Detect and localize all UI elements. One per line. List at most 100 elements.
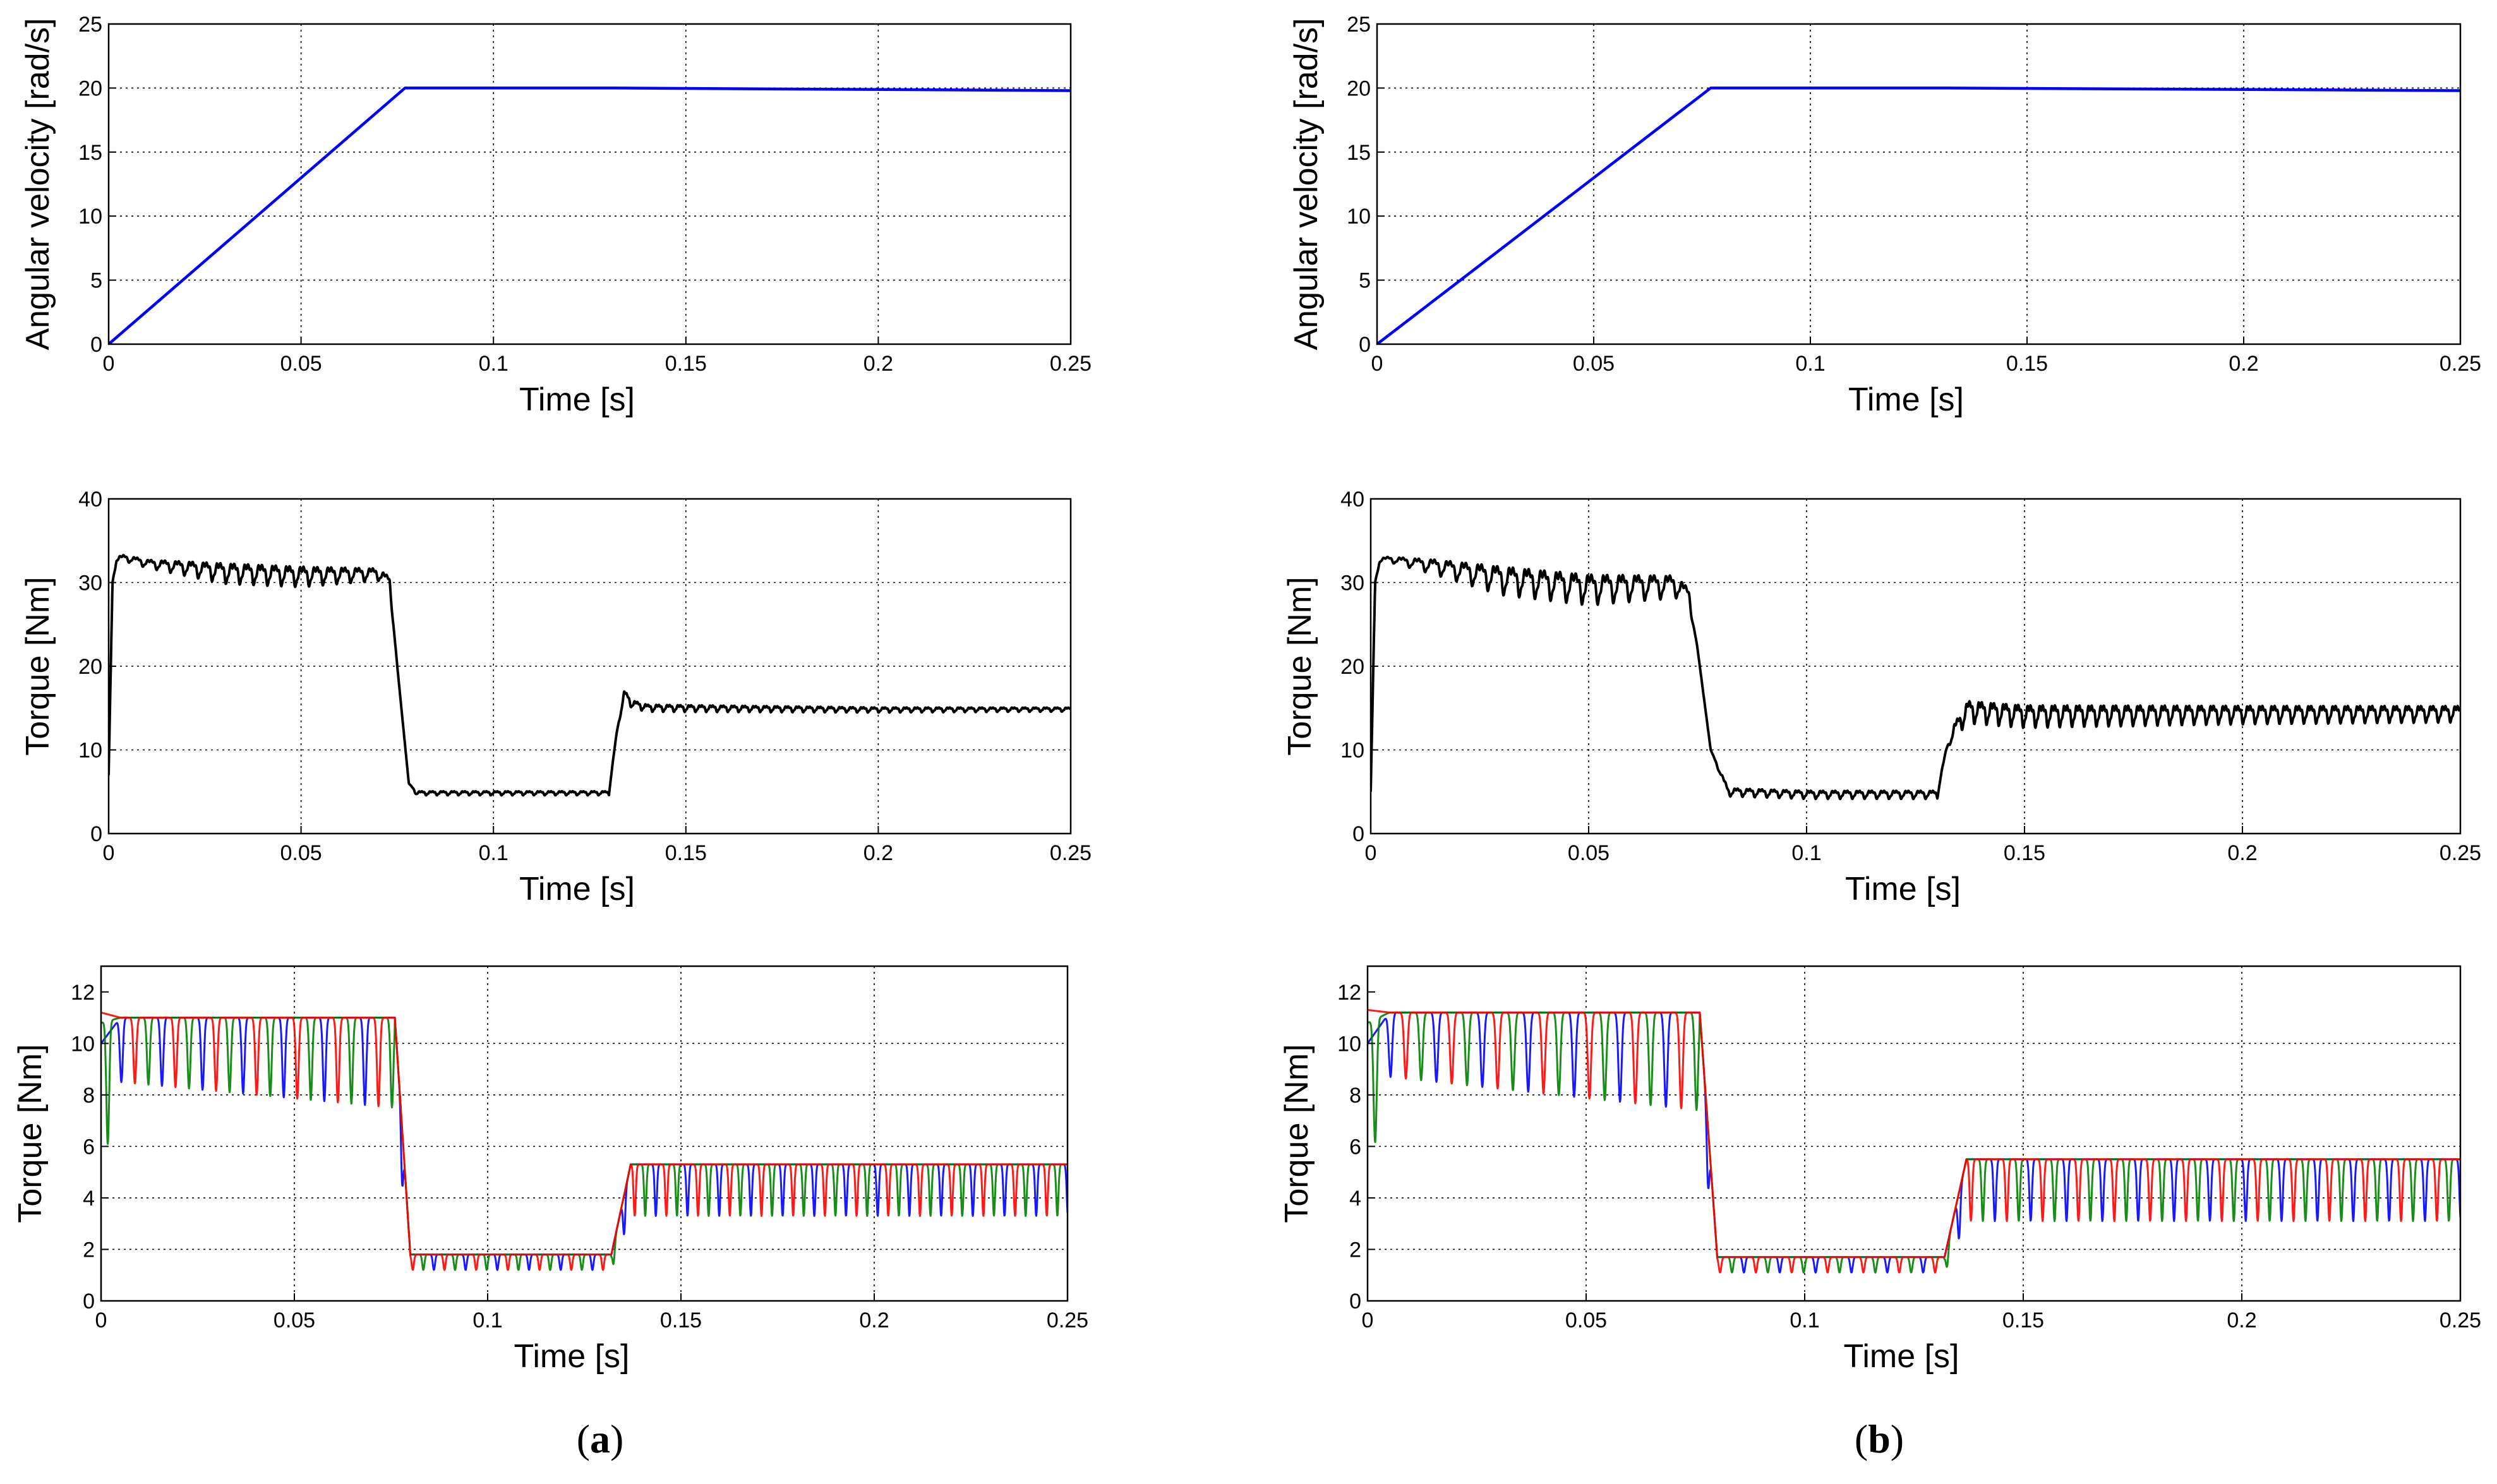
plot-area (109, 24, 1071, 344)
y-tick-label: 15 (1347, 141, 1371, 165)
series-line-velocity (1377, 87, 2460, 344)
x-tick-label: 0 (1365, 841, 1377, 865)
y-tick-label: 4 (1349, 1187, 1361, 1211)
plot-area (109, 499, 1071, 834)
chart-b-phase: 0 0.05 0.1 0.15 0.2 0.25 0 2 4 6 8 10 12 Time [s] Torq… (1279, 965, 2481, 1375)
panel-label-b: (b) (1855, 1416, 1904, 1461)
x-tick-label: 0.05 (1565, 1308, 1607, 1332)
x-tick-label: 0.2 (2227, 841, 2257, 865)
x-tick-label: 0.05 (280, 352, 322, 376)
x-axis-label: Time [s] (1845, 871, 1961, 907)
y-tick-label: 2 (1349, 1238, 1361, 1262)
plot-area (1368, 966, 2460, 1301)
x-tick-label: 0.25 (1047, 1308, 1088, 1332)
chart-b-torque: 0 0.05 0.1 0.15 0.2 0.25 0 10 20 30 40 Time [s] Torq… (1282, 488, 2481, 907)
x-tick-label: 0.2 (863, 841, 893, 865)
series-line-phase-3 (1368, 1008, 2460, 1274)
x-tick-label: 0.05 (1568, 841, 1610, 865)
y-tick-label: 6 (1349, 1135, 1361, 1159)
x-tick-label: 0.1 (1795, 352, 1825, 376)
y-tick-label: 10 (71, 1032, 95, 1056)
chart-b-velocity: 0 0.05 0.1 0.15 0.2 0.25 0 5 10 15 20 25 Time [s] Ang… (1288, 13, 2481, 418)
series-group (1377, 87, 2460, 344)
x-tick-label: 0 (1362, 1308, 1374, 1332)
series-group (109, 87, 1071, 344)
y-tick-label: 0 (1359, 333, 1371, 357)
plot-frame (1366, 965, 2462, 1302)
series-line-phase-3 (101, 1011, 1068, 1271)
series-group (1371, 556, 2460, 801)
y-tick-label: 10 (78, 739, 102, 763)
x-axis-label: Time [s] (519, 871, 635, 907)
x-tick-label: 0.1 (479, 352, 508, 376)
y-axis-label: Torque [Nm] (1279, 1044, 1315, 1223)
x-tick-label: 0.1 (472, 1308, 502, 1332)
y-axis-label: Angular velocity [rad/s] (1288, 18, 1325, 350)
y-axis-label: Torque [Nm] (1282, 577, 1318, 755)
x-tick-label: 0.25 (2440, 352, 2481, 376)
plot-area (1377, 24, 2460, 344)
x-tick-label: 0.15 (665, 841, 707, 865)
y-tick-label: 2 (83, 1238, 95, 1262)
chart-a-phase: 0 0.05 0.1 0.15 0.2 0.25 0 2 4 6 8 10 12 Time [s] Torq… (12, 965, 1088, 1375)
x-tick-label: 0.15 (2004, 841, 2045, 865)
panel-label-a: (a) (577, 1416, 624, 1461)
x-tick-label: 0.15 (2006, 352, 2048, 376)
x-tick-label: 0.25 (1050, 841, 1092, 865)
y-tick-label: 12 (1337, 981, 1361, 1005)
x-tick-label: 0.15 (665, 352, 707, 376)
y-tick-label: 8 (1349, 1084, 1361, 1108)
plot-area (1371, 499, 2460, 834)
series-group (109, 554, 1071, 797)
y-tick-label: 6 (83, 1135, 95, 1159)
y-tick-label: 0 (1349, 1290, 1361, 1313)
y-axis-label: Angular velocity [rad/s] (20, 18, 56, 350)
x-tick-label: 0.2 (2227, 1308, 2256, 1332)
chart-a-velocity: 0 0.05 0.1 0.15 0.2 0.25 0 5 10 15 20 25 Time [s] Ang… (20, 13, 1092, 418)
y-tick-label: 20 (78, 655, 102, 679)
x-tick-label: 0.25 (2440, 1308, 2481, 1332)
x-tick-label: 0.2 (2229, 352, 2258, 376)
y-tick-label: 10 (1337, 1032, 1361, 1056)
y-axis-label: Torque [Nm] (20, 577, 56, 755)
x-tick-label: 0 (95, 1308, 107, 1332)
x-axis-label: Time [s] (1848, 381, 1964, 418)
y-tick-label: 30 (78, 571, 102, 595)
y-tick-label: 8 (83, 1084, 95, 1108)
y-tick-label: 0 (90, 333, 102, 357)
plot-frame (100, 965, 1069, 1302)
x-tick-label: 0.05 (1573, 352, 1615, 376)
y-tick-label: 40 (78, 488, 102, 512)
y-tick-label: 20 (1340, 655, 1364, 679)
chart-a-torque: 0 0.05 0.1 0.15 0.2 0.25 0 10 20 30 40 Time [s] Torq… (20, 488, 1092, 907)
y-tick-label: 40 (1340, 488, 1364, 512)
x-axis-label: Time [s] (514, 1338, 630, 1375)
y-tick-label: 0 (90, 822, 102, 846)
y-tick-label: 12 (71, 981, 95, 1005)
y-tick-label: 25 (1347, 13, 1371, 37)
y-tick-label: 25 (78, 13, 102, 37)
y-tick-label: 5 (90, 269, 102, 293)
x-tick-label: 0.25 (2440, 841, 2481, 865)
x-tick-label: 0.05 (274, 1308, 315, 1332)
y-axis-label: Torque [Nm] (12, 1044, 49, 1223)
series-line-torque (109, 554, 1071, 797)
x-tick-label: 0.15 (2002, 1308, 2044, 1332)
y-tick-label: 0 (1352, 822, 1364, 846)
x-tick-label: 0 (1371, 352, 1383, 376)
y-tick-label: 20 (78, 76, 102, 100)
x-tick-label: 0.1 (1791, 841, 1821, 865)
series-group (1368, 1008, 2460, 1274)
x-tick-label: 0.15 (660, 1308, 702, 1332)
y-tick-label: 10 (1340, 739, 1364, 763)
y-tick-label: 20 (1347, 76, 1371, 100)
y-tick-label: 10 (1347, 205, 1371, 229)
plot-frame (107, 23, 1072, 345)
plot-area (101, 966, 1068, 1301)
x-tick-label: 0.1 (479, 841, 508, 865)
x-axis-label: Time [s] (1844, 1338, 1959, 1375)
x-tick-label: 0 (103, 841, 115, 865)
plot-frame (1376, 23, 2462, 345)
